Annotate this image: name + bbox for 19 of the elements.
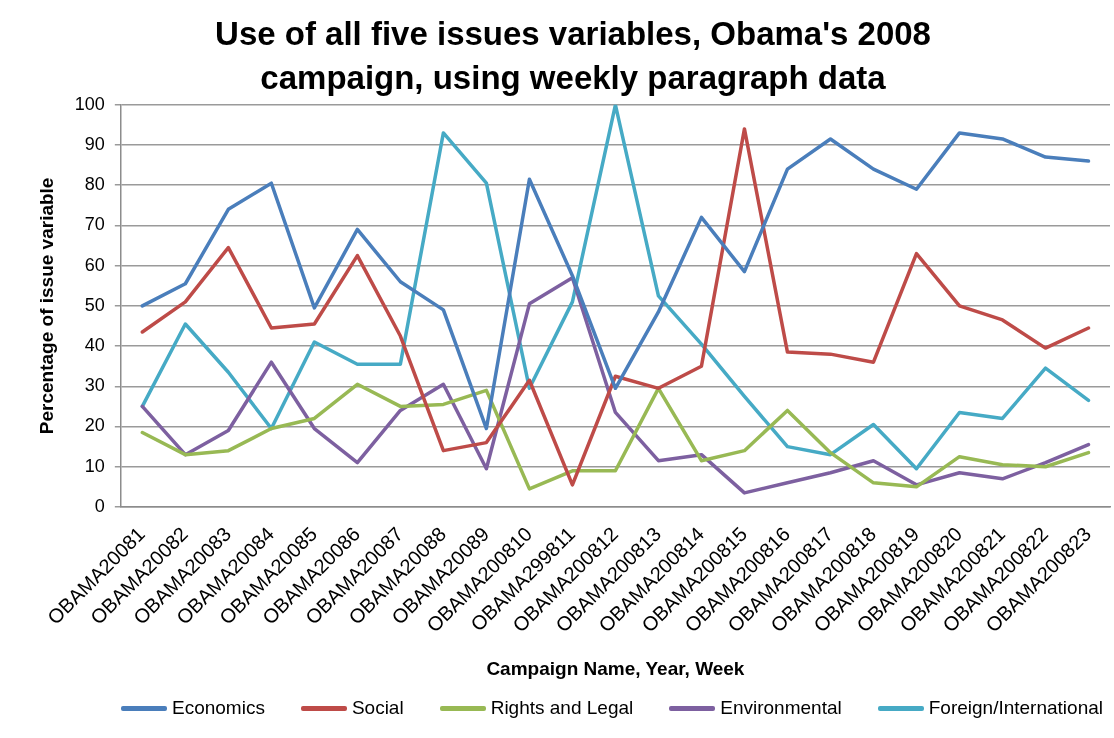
legend-label: Environmental [720,697,842,719]
x-axis-title: Campaign Name, Year, Week [486,657,745,679]
legend-label: Rights and Legal [490,697,634,719]
y-tick-label: 70 [84,214,105,235]
legend-label: Social [351,697,404,719]
y-tick-label: 20 [84,415,105,436]
y-tick-label: 80 [84,174,105,195]
legend-label: Economics [171,697,265,719]
y-tick-label: 40 [84,335,105,356]
y-tick-label: 0 [94,495,105,516]
y-tick-label: 30 [84,375,105,396]
chart-title: Use of all five issues variables, Obama's 2008 campaign, using weekly paragraph data [215,15,931,96]
y-tick-label: 90 [84,133,105,154]
legend-label: Foreign/International [928,697,1103,719]
y-tick-label: 100 [74,93,105,114]
y-tick-label: 50 [84,294,105,315]
y-tick-label: 10 [84,455,105,476]
y-tick-label: 60 [84,254,105,275]
y-axis-title: Percentage of issue variable [35,177,57,435]
